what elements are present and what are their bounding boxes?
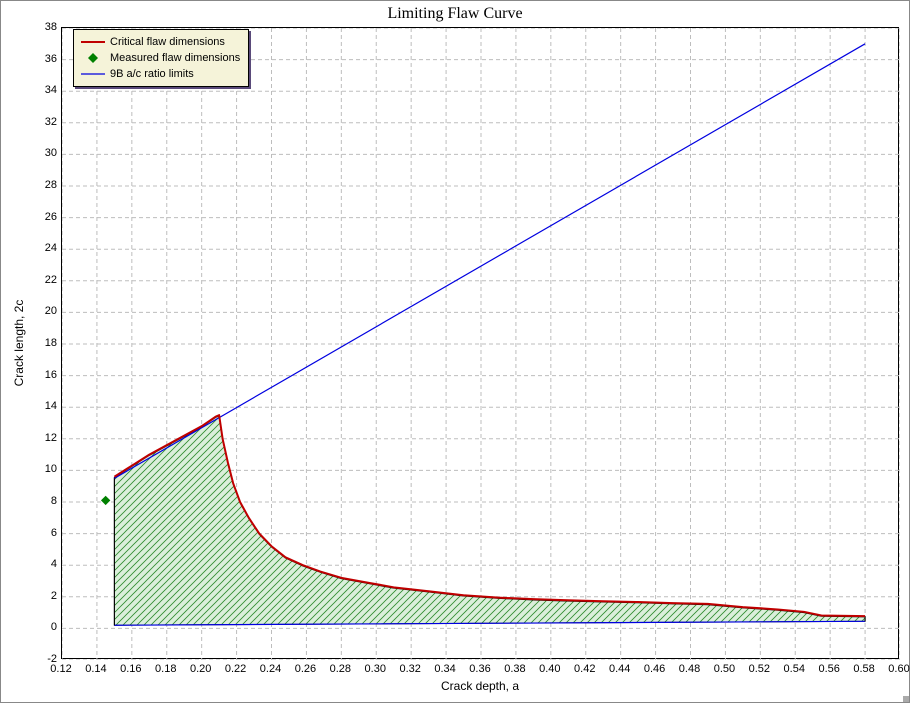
x-tick-label: 0.44 — [609, 663, 630, 675]
y-tick-label: 2 — [33, 590, 57, 602]
diamond-icon — [80, 51, 106, 65]
y-tick-label: 38 — [33, 21, 57, 33]
x-tick-label: 0.34 — [434, 663, 455, 675]
x-tick-label: 0.54 — [784, 663, 805, 675]
y-tick-label: 20 — [33, 305, 57, 317]
x-tick-label: 0.50 — [714, 663, 735, 675]
y-tick-label: 4 — [33, 558, 57, 570]
x-axis-label: Crack depth, a — [441, 679, 519, 693]
x-tick-label: 0.14 — [85, 663, 106, 675]
x-tick-label: 0.60 — [888, 663, 909, 675]
y-tick-label: 6 — [33, 527, 57, 539]
plot-area — [61, 27, 899, 659]
y-tick-label: 34 — [33, 84, 57, 96]
y-tick-label: 32 — [33, 116, 57, 128]
legend-label: Measured flaw dimensions — [110, 52, 240, 64]
y-tick-label: 16 — [33, 369, 57, 381]
y-tick-label: 36 — [33, 53, 57, 65]
chart-title: Limiting Flaw Curve — [1, 5, 909, 23]
y-tick-label: 12 — [33, 432, 57, 444]
x-tick-label: 0.58 — [853, 663, 874, 675]
y-tick-label: 8 — [33, 495, 57, 507]
legend-label: Critical flaw dimensions — [110, 36, 225, 48]
x-tick-label: 0.46 — [644, 663, 665, 675]
x-tick-label: 0.20 — [190, 663, 211, 675]
line-icon — [80, 35, 106, 49]
y-tick-label: 26 — [33, 211, 57, 223]
legend: Critical flaw dimensions Measured flaw di… — [73, 29, 249, 87]
x-tick-label: 0.48 — [679, 663, 700, 675]
y-tick-label: 30 — [33, 147, 57, 159]
x-tick-label: 0.18 — [155, 663, 176, 675]
x-tick-label: 0.42 — [574, 663, 595, 675]
y-tick-label: 28 — [33, 179, 57, 191]
y-tick-label: 0 — [33, 621, 57, 633]
fill-region — [114, 416, 865, 625]
x-tick-label: 0.28 — [330, 663, 351, 675]
x-tick-label: 0.22 — [225, 663, 246, 675]
x-tick-label: 0.26 — [295, 663, 316, 675]
y-tick-label: 18 — [33, 337, 57, 349]
x-tick-label: 0.38 — [504, 663, 525, 675]
x-tick-label: 0.30 — [365, 663, 386, 675]
plot-svg — [62, 28, 900, 660]
x-tick-label: 0.32 — [399, 663, 420, 675]
chart-container: Limiting Flaw Curve Critical flaw dimens… — [0, 0, 910, 703]
y-tick-label: 10 — [33, 463, 57, 475]
legend-item: Critical flaw dimensions — [80, 34, 240, 50]
y-tick-label: 22 — [33, 274, 57, 286]
x-tick-label: 0.40 — [539, 663, 560, 675]
y-tick-label: 14 — [33, 400, 57, 412]
x-tick-label: 0.16 — [120, 663, 141, 675]
legend-item: Measured flaw dimensions — [80, 50, 240, 66]
y-tick-label: -2 — [33, 653, 57, 665]
x-tick-label: 0.52 — [749, 663, 770, 675]
x-tick-label: 0.24 — [260, 663, 281, 675]
y-tick-label: 24 — [33, 242, 57, 254]
x-tick-label: 0.56 — [818, 663, 839, 675]
x-tick-label: 0.36 — [469, 663, 490, 675]
line-icon — [80, 67, 106, 81]
legend-item: 9B a/c ratio limits — [80, 66, 240, 82]
corner-shadow — [903, 696, 909, 702]
legend-label: 9B a/c ratio limits — [110, 68, 194, 80]
y-axis-label: Crack length, 2c — [12, 300, 26, 387]
